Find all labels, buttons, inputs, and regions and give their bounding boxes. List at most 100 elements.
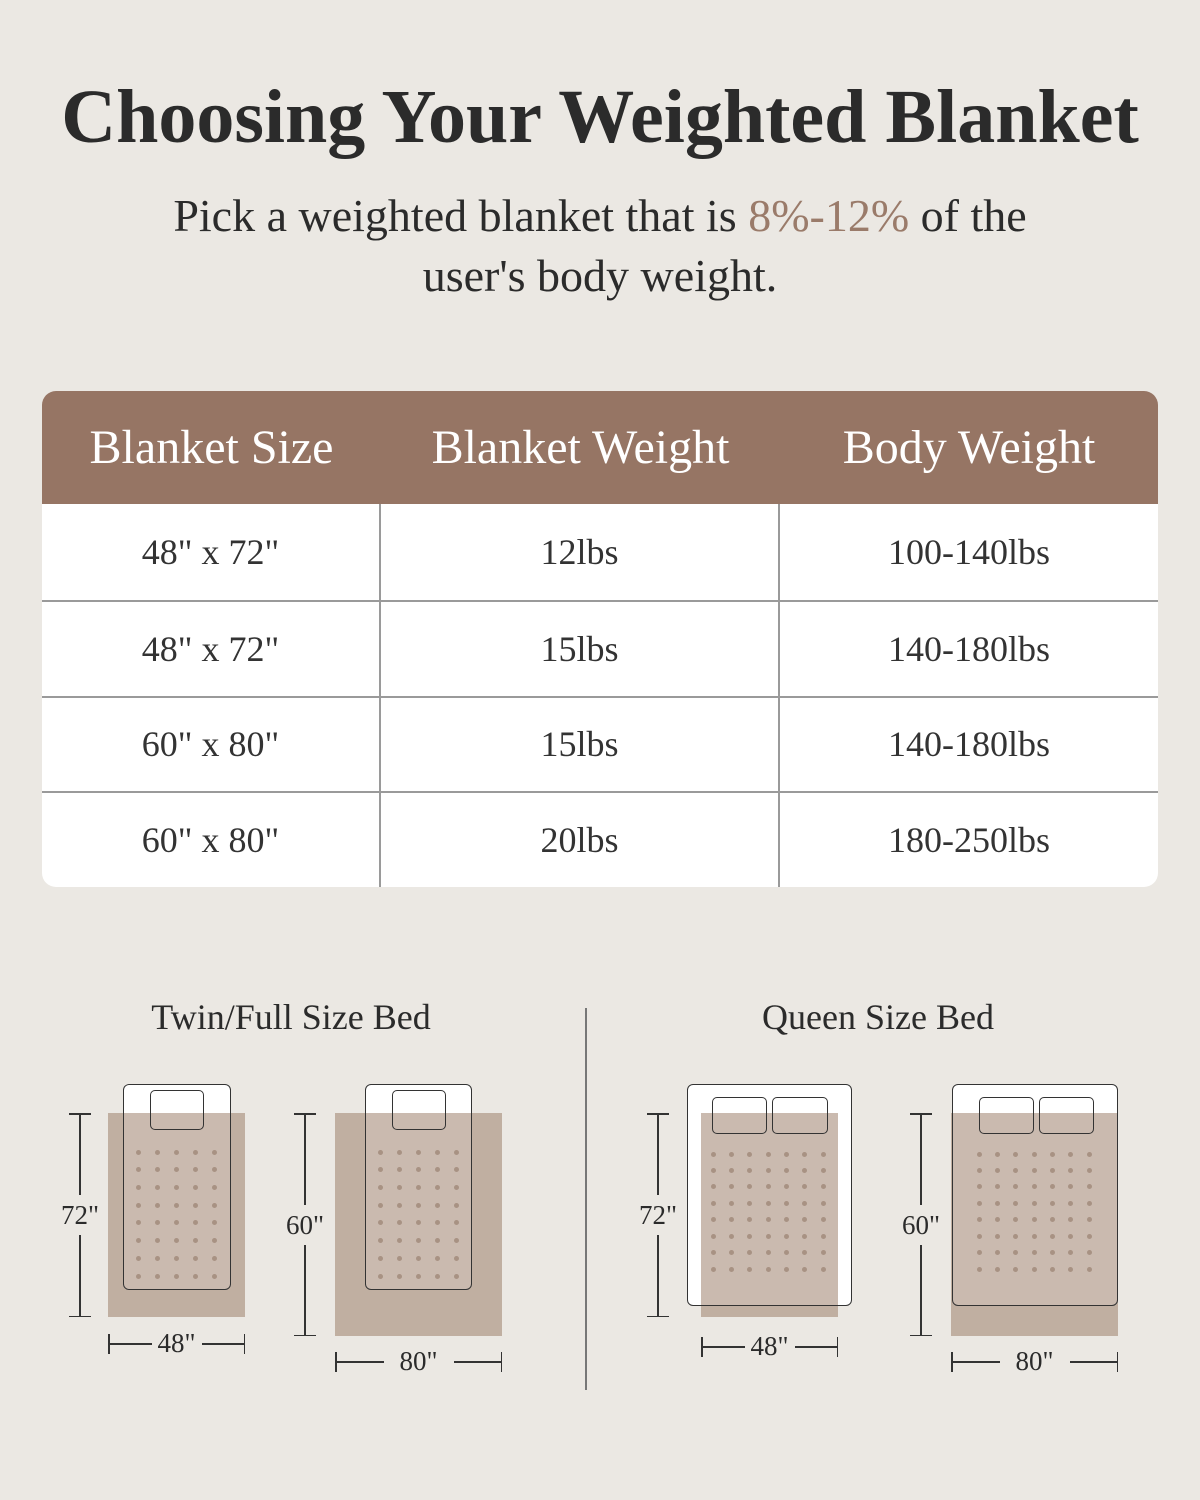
dimension-tick: [1116, 1352, 1118, 1372]
dimension-tick: [69, 1315, 91, 1317]
weight-dot: [747, 1250, 753, 1256]
weight-dot: [783, 1200, 789, 1206]
weight-dot: [135, 1238, 141, 1244]
weight-dot: [1013, 1167, 1019, 1173]
table-cell: 15lbs: [381, 697, 780, 792]
blanket: [701, 1113, 838, 1317]
dimension-tick: [647, 1315, 669, 1317]
pillow: [979, 1097, 1034, 1134]
weight-dot: [377, 1202, 383, 1208]
subtitle-highlight: 8%-12%: [748, 190, 910, 241]
dimension-tick: [701, 1337, 703, 1357]
weight-dot: [747, 1217, 753, 1223]
weight-dot: [192, 1167, 198, 1173]
weight-dot: [710, 1250, 716, 1256]
weight-dot: [211, 1167, 217, 1173]
weight-dot: [802, 1167, 808, 1173]
weight-dot: [1086, 1266, 1092, 1272]
table-cell: 60" x 80": [42, 697, 381, 792]
table-row: 48" x 72" 12lbs 100-140lbs: [42, 504, 1158, 600]
table-row: 48" x 72" 15lbs 140-180lbs: [42, 599, 1158, 696]
divider: [585, 1008, 587, 1390]
header-blanket-weight: Blanket Weight: [431, 421, 730, 474]
weight-dot: [747, 1200, 753, 1206]
weight-dot: [728, 1184, 734, 1190]
weight-dot: [994, 1200, 1000, 1206]
weight-dot: [728, 1233, 734, 1239]
weight-dot: [192, 1149, 198, 1155]
weight-dot: [1086, 1233, 1092, 1239]
table-cell: 48" x 72": [42, 504, 381, 600]
weight-dot: [994, 1184, 1000, 1190]
table-cell: 140-180lbs: [888, 724, 1050, 765]
weight-dot: [1013, 1266, 1019, 1272]
weight-dot: [994, 1151, 1000, 1157]
weight-dot: [710, 1200, 716, 1206]
weight-dot: [1086, 1167, 1092, 1173]
weight-dot: [173, 1202, 179, 1208]
weight-dot: [765, 1184, 771, 1190]
weight-dot: [377, 1273, 383, 1279]
weight-dot: [154, 1167, 160, 1173]
weight-dot: [377, 1167, 383, 1173]
weight-dot: [728, 1200, 734, 1206]
weight-dot: [747, 1184, 753, 1190]
table-cell: 15lbs: [381, 601, 780, 696]
weight-dot: [434, 1220, 440, 1226]
weight-dot: [377, 1184, 383, 1190]
weight-dot: [1068, 1151, 1074, 1157]
weight-dot: [377, 1238, 383, 1244]
table-cell: 20lbs: [381, 793, 780, 887]
weight-dot: [976, 1266, 982, 1272]
subtitle: Pick a weighted blanket that is 8%-12% o…: [0, 186, 1200, 306]
weight-dot: [192, 1255, 198, 1261]
weight-dot: [154, 1255, 160, 1261]
header-body-weight: Body Weight: [842, 421, 1096, 474]
weight-dot: [747, 1151, 753, 1157]
weight-dot: [135, 1273, 141, 1279]
weight-dot: [1086, 1200, 1092, 1206]
weight-dot: [1049, 1233, 1055, 1239]
weight-dot: [747, 1167, 753, 1173]
table-cell: 48" x 72": [42, 601, 381, 696]
weight-dot: [377, 1255, 383, 1261]
weight-dot: [802, 1266, 808, 1272]
weight-dot: [154, 1202, 160, 1208]
weight-dot: [396, 1167, 402, 1173]
weight-dot: [1031, 1167, 1037, 1173]
weight-dot: [192, 1220, 198, 1226]
weight-dot: [192, 1238, 198, 1244]
dimension-tick: [951, 1352, 953, 1372]
weight-dot: [434, 1184, 440, 1190]
weight-dot: [135, 1220, 141, 1226]
weight-dot: [765, 1200, 771, 1206]
size-table: Blanket Size Blanket Weight Body Weight …: [42, 391, 1158, 887]
weight-dot: [994, 1217, 1000, 1223]
dimension-tick: [69, 1113, 91, 1115]
weight-dot: [783, 1151, 789, 1157]
weight-dot: [135, 1149, 141, 1155]
width-label: 48": [151, 1329, 202, 1357]
weight-dot: [377, 1149, 383, 1155]
table-cell: 180-250lbs: [888, 820, 1050, 861]
weight-dot: [1031, 1217, 1037, 1223]
weight-dot: [976, 1184, 982, 1190]
weight-dot: [710, 1151, 716, 1157]
weight-dot: [994, 1250, 1000, 1256]
weight-dot: [783, 1233, 789, 1239]
dimension-tick: [294, 1113, 316, 1115]
pillow: [150, 1090, 204, 1130]
height-label: 60": [281, 1204, 329, 1245]
weight-dot: [728, 1151, 734, 1157]
dimension-tick: [910, 1113, 932, 1115]
weight-dot: [783, 1217, 789, 1223]
weight-dot: [1031, 1151, 1037, 1157]
weight-dot: [710, 1233, 716, 1239]
weight-dot: [765, 1250, 771, 1256]
weight-dot: [434, 1273, 440, 1279]
pillow: [392, 1090, 446, 1130]
weight-dot: [211, 1238, 217, 1244]
page-title: Choosing Your Weighted Blanket: [61, 75, 1139, 159]
weight-dot: [747, 1233, 753, 1239]
weight-dot: [135, 1184, 141, 1190]
